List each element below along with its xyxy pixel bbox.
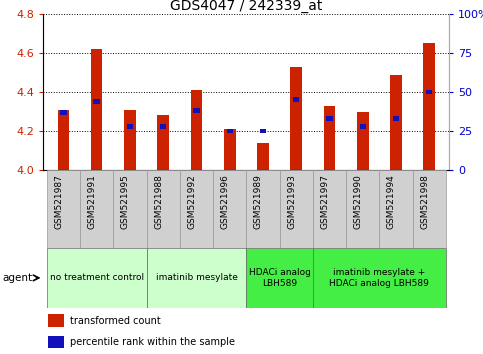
Bar <box>160 124 166 129</box>
Bar <box>146 248 246 308</box>
Bar <box>290 67 302 170</box>
Bar <box>114 170 146 248</box>
Bar <box>424 43 435 170</box>
Bar <box>426 90 432 95</box>
Bar <box>191 90 202 170</box>
Bar <box>213 170 246 248</box>
Text: GSM521992: GSM521992 <box>187 174 197 229</box>
Text: transformed count: transformed count <box>70 316 160 326</box>
Bar <box>180 170 213 248</box>
Text: GSM521989: GSM521989 <box>254 174 263 229</box>
Bar <box>359 124 366 129</box>
Bar <box>246 170 280 248</box>
Bar <box>193 108 199 113</box>
Text: GSM521994: GSM521994 <box>387 174 396 229</box>
Bar <box>260 129 266 133</box>
Bar <box>157 115 169 170</box>
Bar <box>313 248 446 308</box>
Bar <box>293 97 299 102</box>
Bar <box>346 170 379 248</box>
Bar <box>257 143 269 170</box>
Bar <box>60 110 67 115</box>
Bar <box>246 248 313 308</box>
Bar <box>224 129 236 170</box>
Bar <box>412 170 446 248</box>
Bar <box>94 99 100 104</box>
Bar <box>47 314 64 327</box>
Text: GSM521996: GSM521996 <box>221 174 230 229</box>
Text: GSM521995: GSM521995 <box>121 174 130 229</box>
Bar <box>47 170 80 248</box>
Bar <box>91 49 102 170</box>
Text: no treatment control: no treatment control <box>50 273 144 282</box>
Bar <box>280 170 313 248</box>
Bar <box>327 116 333 121</box>
Bar <box>80 170 114 248</box>
Text: percentile rank within the sample: percentile rank within the sample <box>70 337 235 347</box>
Text: imatinib mesylate +
HDACi analog LBH589: imatinib mesylate + HDACi analog LBH589 <box>329 268 429 287</box>
Bar <box>324 105 335 170</box>
Bar <box>47 248 146 308</box>
Bar <box>313 170 346 248</box>
Bar <box>57 110 69 170</box>
Text: GSM521998: GSM521998 <box>420 174 429 229</box>
Bar <box>47 336 64 348</box>
Text: HDACi analog
LBH589: HDACi analog LBH589 <box>249 268 311 287</box>
Bar <box>390 74 402 170</box>
Bar <box>127 124 133 129</box>
Bar <box>393 116 399 121</box>
Text: GSM521988: GSM521988 <box>154 174 163 229</box>
Text: GSM521987: GSM521987 <box>55 174 63 229</box>
Bar <box>146 170 180 248</box>
Text: GSM521990: GSM521990 <box>354 174 363 229</box>
Bar <box>357 112 369 170</box>
Text: GSM521997: GSM521997 <box>320 174 329 229</box>
Text: agent: agent <box>2 273 32 283</box>
Text: GSM521993: GSM521993 <box>287 174 296 229</box>
Bar <box>227 129 233 133</box>
Text: GSM521991: GSM521991 <box>88 174 97 229</box>
Title: GDS4047 / 242339_at: GDS4047 / 242339_at <box>170 0 323 13</box>
Bar <box>124 110 136 170</box>
Text: imatinib mesylate: imatinib mesylate <box>156 273 237 282</box>
Bar <box>379 170 412 248</box>
